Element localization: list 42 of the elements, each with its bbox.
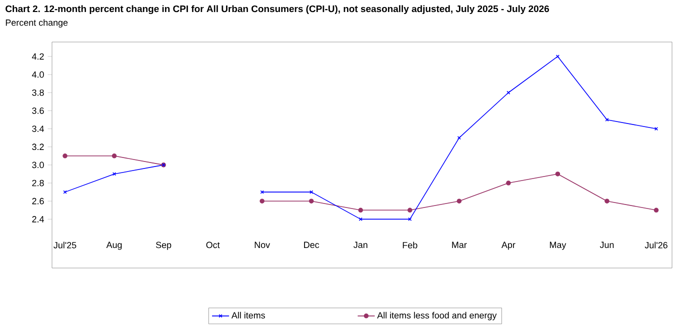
point [506, 90, 510, 94]
point [408, 208, 412, 213]
y-tick-label: 4.0 [32, 71, 44, 78]
point [358, 208, 364, 213]
x-tick-label: Apr [501, 242, 516, 250]
point [62, 154, 68, 158]
x-tick-label: Dec [304, 242, 320, 248]
y-tick-label: 2.6 [32, 198, 44, 204]
y-tick-label: 3.8 [32, 89, 44, 96]
point [457, 136, 461, 140]
y-tick-label: 3.0 [32, 162, 44, 168]
x-tick-label: Jul'25 [54, 242, 76, 248]
x-tick-label: Jun [600, 242, 614, 248]
point [112, 154, 117, 158]
legend-label: All items [231, 312, 265, 319]
legend-label: All items less food and energy [377, 312, 497, 320]
y-tick-label: 3.6 [32, 108, 44, 114]
point [308, 198, 314, 204]
chart-title: Chart 2. 12-month percent change in CPI for All Urban Consumers (CPI-U), not seasonally adjusted, July 2025 - July 2026 [6, 5, 550, 14]
point [604, 198, 610, 204]
x-tick-label: Oct [206, 242, 220, 248]
point [260, 198, 264, 204]
y-tick-label: 4.2 [32, 53, 44, 60]
x-tick-label: Aug [106, 242, 122, 250]
y-axis-title: Percent change [6, 19, 68, 28]
x-tick-label: May [550, 242, 566, 250]
y-tick-label: 3.2 [32, 144, 44, 150]
x-tick-label: Feb [402, 242, 418, 248]
x-tick-label: Jul'26 [644, 242, 668, 248]
point [555, 172, 560, 176]
point [506, 180, 511, 186]
x-tick-label: Jan [354, 242, 368, 248]
y-tick-label: 2.8 [32, 180, 44, 186]
x-tick-label: Nov [254, 242, 270, 248]
point [456, 198, 462, 204]
point [654, 208, 659, 213]
point [260, 190, 264, 194]
y-tick-label: 2.4 [32, 216, 44, 222]
x-tick-label: Mar [452, 242, 467, 248]
x-tick-label: Sep [156, 242, 172, 250]
point [358, 217, 362, 221]
y-tick-label: 3.4 [32, 126, 44, 132]
